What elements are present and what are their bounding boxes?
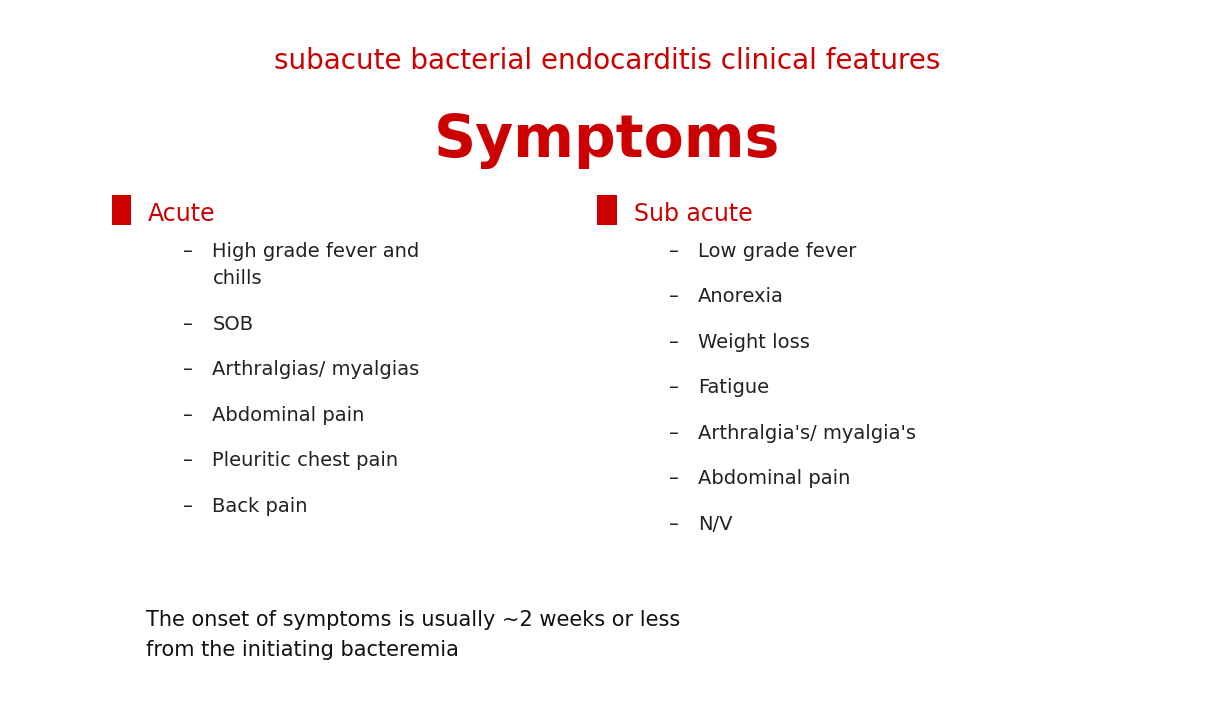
Text: Weight loss: Weight loss xyxy=(698,333,810,352)
Text: –: – xyxy=(183,406,193,425)
Text: chills: chills xyxy=(212,269,262,288)
Text: –: – xyxy=(183,315,193,334)
Text: SOB: SOB xyxy=(212,315,254,334)
Text: Back pain: Back pain xyxy=(212,497,308,516)
FancyBboxPatch shape xyxy=(112,194,131,225)
Text: Abdominal pain: Abdominal pain xyxy=(212,406,365,425)
Text: –: – xyxy=(669,378,679,397)
Text: Abdominal pain: Abdominal pain xyxy=(698,469,851,488)
Text: –: – xyxy=(669,515,679,534)
FancyBboxPatch shape xyxy=(597,194,617,225)
Text: –: – xyxy=(669,242,679,261)
Text: Arthralgias/ myalgias: Arthralgias/ myalgias xyxy=(212,360,420,379)
Text: –: – xyxy=(669,287,679,306)
Text: Anorexia: Anorexia xyxy=(698,287,784,306)
Text: –: – xyxy=(669,333,679,352)
Text: Low grade fever: Low grade fever xyxy=(698,242,856,261)
Text: Acute: Acute xyxy=(148,202,216,226)
Text: Arthralgia's/ myalgia's: Arthralgia's/ myalgia's xyxy=(698,424,917,443)
Text: High grade fever and: High grade fever and xyxy=(212,242,420,261)
Text: –: – xyxy=(183,497,193,516)
Text: The onset of symptoms is usually ~2 weeks or less
from the initiating bacteremia: The onset of symptoms is usually ~2 week… xyxy=(146,610,680,660)
Text: subacute bacterial endocarditis clinical features: subacute bacterial endocarditis clinical… xyxy=(274,47,940,75)
Text: –: – xyxy=(669,424,679,443)
Text: Symptoms: Symptoms xyxy=(433,112,781,169)
Text: –: – xyxy=(669,469,679,488)
Text: Fatigue: Fatigue xyxy=(698,378,770,397)
Text: Pleuritic chest pain: Pleuritic chest pain xyxy=(212,451,398,470)
Text: –: – xyxy=(183,360,193,379)
Text: –: – xyxy=(183,451,193,470)
Text: Sub acute: Sub acute xyxy=(634,202,753,226)
Text: N/V: N/V xyxy=(698,515,732,534)
Text: –: – xyxy=(183,242,193,261)
